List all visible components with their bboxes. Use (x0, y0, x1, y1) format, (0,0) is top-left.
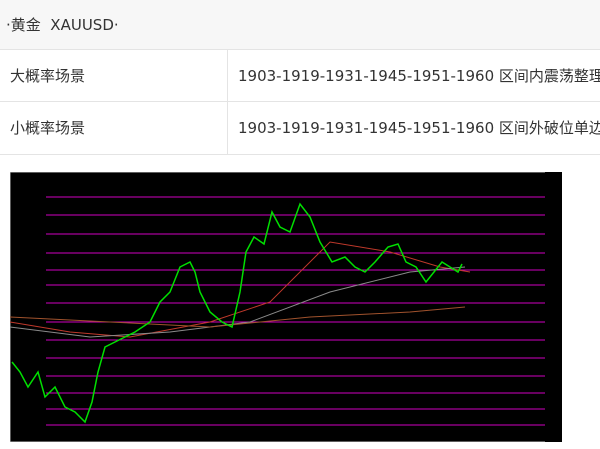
cell-text: 1903-1919-1931-1945-1951-1960 区间外破位单边 (238, 119, 600, 137)
level-lines (46, 196, 545, 426)
price-line (11, 202, 463, 424)
cell-text: 大概率场景 (10, 67, 86, 85)
cell-text: 1903-1919-1931-1945-1951-1960 区间内震荡整理 (238, 67, 600, 85)
chart-image (10, 172, 562, 442)
ma-line (10, 306, 466, 328)
header-title: ·黄金 XAUUSD· (6, 16, 119, 34)
table-row: 大概率场景 1903-1919-1931-1945-1951-1960 区间内震… (0, 50, 600, 102)
table-row: 小概率场景 1903-1919-1931-1945-1951-1960 区间外破… (0, 102, 600, 155)
cell-text: 小概率场景 (10, 119, 86, 137)
table-cell: 小概率场景 (0, 102, 228, 154)
table-cell: 大概率场景 (0, 50, 228, 101)
image-background (10, 172, 562, 442)
ma-line (10, 266, 466, 338)
ma-line (10, 241, 471, 338)
price-axis (545, 172, 562, 442)
header: ·黄金 XAUUSD· (0, 0, 600, 50)
